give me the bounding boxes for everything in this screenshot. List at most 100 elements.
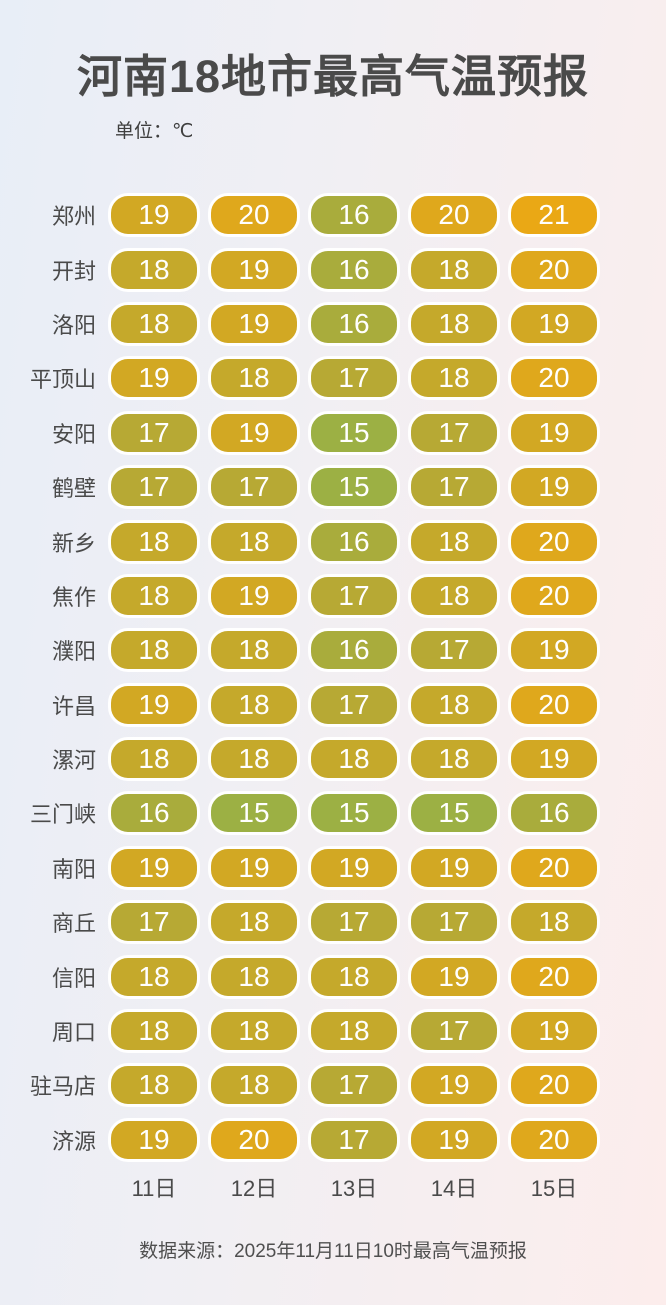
temp-pill: 18 — [308, 954, 400, 999]
city-label: 洛阳 — [51, 312, 96, 338]
temp-pill: 19 — [408, 954, 500, 999]
temp-pill: 20 — [508, 573, 600, 618]
temp-pill: 18 — [208, 1063, 300, 1108]
table-row: 许昌 19 18 17 18 20 — [0, 678, 666, 732]
page-title: 河南18地市最高气温预报 — [76, 51, 590, 102]
row-cells: 18 19 16 18 20 — [108, 247, 608, 292]
temp-pill: 16 — [308, 247, 400, 292]
temp-pill: 17 — [408, 465, 500, 510]
date-label: 14日 — [430, 1176, 478, 1202]
temp-pill: 18 — [208, 737, 300, 782]
temp-pill: 20 — [508, 682, 600, 727]
temp-pill: 18 — [408, 573, 500, 618]
table-row: 焦作 18 19 17 18 20 — [0, 569, 666, 623]
temp-pill: 15 — [308, 465, 400, 510]
table-row: 三门峡 16 15 15 15 16 — [0, 786, 666, 840]
city-label: 鹤壁 — [51, 476, 96, 502]
temp-pill: 20 — [208, 1117, 300, 1162]
table-row: 新乡 18 18 16 18 20 — [0, 514, 666, 568]
temp-pill: 18 — [308, 737, 400, 782]
table-row: 濮阳 18 18 16 17 19 — [0, 623, 666, 677]
date-label: 11日 — [131, 1176, 177, 1202]
temp-pill: 17 — [408, 410, 500, 455]
table-row: 周口 18 18 18 17 19 — [0, 1004, 666, 1058]
temp-pill: 17 — [308, 900, 400, 945]
temp-pill: 21 — [508, 193, 600, 238]
row-cells: 17 18 17 17 18 — [108, 900, 608, 945]
row-cells: 16 15 15 15 16 — [108, 791, 608, 836]
temp-pill: 15 — [308, 410, 400, 455]
temp-pill: 18 — [408, 301, 500, 346]
row-cells: 18 18 17 19 20 — [108, 1063, 608, 1108]
city-label: 许昌 — [51, 693, 96, 719]
temp-pill: 19 — [208, 845, 300, 890]
temp-pill: 17 — [308, 682, 400, 727]
temp-pill: 20 — [508, 247, 600, 292]
row-cells: 18 19 16 18 19 — [108, 301, 608, 346]
temp-pill: 19 — [108, 682, 200, 727]
temp-pill: 17 — [408, 900, 500, 945]
temp-pill: 18 — [508, 900, 600, 945]
temp-pill: 19 — [508, 465, 600, 510]
temp-pill: 18 — [408, 519, 500, 564]
temp-pill: 19 — [208, 301, 300, 346]
date-header-row: 11日 12日 13日 14日 15日 — [0, 1167, 666, 1207]
date-label: 13日 — [330, 1176, 378, 1202]
row-cells: 18 19 17 18 20 — [108, 573, 608, 618]
temp-pill: 17 — [308, 356, 400, 401]
row-cells: 18 18 16 17 19 — [108, 628, 608, 673]
temp-pill: 20 — [508, 1063, 600, 1108]
temp-pill: 16 — [308, 193, 400, 238]
temp-pill: 18 — [108, 247, 200, 292]
city-label: 济源 — [51, 1128, 96, 1154]
temp-pill: 19 — [508, 410, 600, 455]
temp-pill: 17 — [108, 410, 200, 455]
temp-pill: 17 — [308, 573, 400, 618]
temp-pill: 20 — [508, 954, 600, 999]
temp-pill: 19 — [508, 301, 600, 346]
table-row: 济源 19 20 17 19 20 — [0, 1113, 666, 1167]
row-cells: 19 18 17 18 20 — [108, 682, 608, 727]
temp-pill: 19 — [208, 573, 300, 618]
temp-pill: 18 — [208, 1009, 300, 1054]
date-row-cells: 11日 12日 13日 14日 15日 — [108, 1171, 608, 1203]
table-row: 郑州 19 20 16 20 21 — [0, 188, 666, 242]
temp-pill: 17 — [408, 1009, 500, 1054]
temp-pill: 19 — [408, 1063, 500, 1108]
row-cells: 18 18 16 18 20 — [108, 519, 608, 564]
city-label: 商丘 — [51, 911, 96, 937]
temp-pill: 18 — [408, 682, 500, 727]
temp-pill: 20 — [508, 845, 600, 890]
temp-pill: 18 — [208, 682, 300, 727]
temp-pill: 16 — [308, 301, 400, 346]
temp-pill: 16 — [508, 791, 600, 836]
temp-pill: 15 — [408, 791, 500, 836]
temp-pill: 20 — [208, 193, 300, 238]
temp-pill: 17 — [308, 1117, 400, 1162]
row-cells: 19 20 17 19 20 — [108, 1117, 608, 1162]
temp-pill: 18 — [108, 519, 200, 564]
temp-table: 郑州 19 20 16 20 21 开封 18 19 16 18 20 洛阳 18 19 16 18 1… — [0, 188, 666, 1207]
temp-pill: 19 — [108, 1117, 200, 1162]
temp-pill: 18 — [308, 1009, 400, 1054]
temp-pill: 17 — [108, 900, 200, 945]
row-cells: 17 17 15 17 19 — [108, 465, 608, 510]
temp-pill: 19 — [108, 356, 200, 401]
temp-pill: 18 — [208, 356, 300, 401]
table-row: 平顶山 19 18 17 18 20 — [0, 351, 666, 405]
city-label: 新乡 — [51, 530, 96, 556]
temp-pill: 18 — [208, 519, 300, 564]
temp-pill: 20 — [508, 356, 600, 401]
temp-pill: 16 — [308, 628, 400, 673]
temp-pill: 18 — [208, 900, 300, 945]
temp-pill: 19 — [208, 410, 300, 455]
table-row: 信阳 18 18 18 19 20 — [0, 949, 666, 1003]
row-cells: 19 19 19 19 20 — [108, 845, 608, 890]
date-label: 12日 — [230, 1176, 278, 1202]
city-label: 信阳 — [51, 965, 96, 991]
temp-pill: 19 — [508, 628, 600, 673]
temp-pill: 19 — [208, 247, 300, 292]
temp-pill: 18 — [408, 737, 500, 782]
city-label: 安阳 — [51, 421, 96, 447]
row-cells: 18 18 18 19 20 — [108, 954, 608, 999]
